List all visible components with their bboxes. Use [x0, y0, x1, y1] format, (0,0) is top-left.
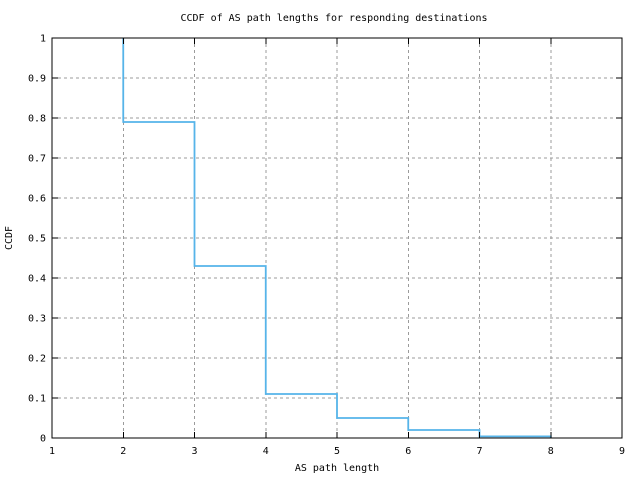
chart-title: CCDF of AS path lengths for responding d… [180, 13, 487, 24]
y-tick-label: 0.1 [28, 394, 46, 405]
plot-area: 1 2 3 4 5 6 7 8 9 0 0.1 0.2 0.3 0.4 0.5 0.6 0.7 0.8 0.9 1 [28, 34, 625, 458]
y-tick-label: 0.2 [28, 354, 46, 365]
x-tick-label: 5 [334, 446, 340, 457]
y-tick-label: 0.5 [28, 234, 46, 245]
y-tick-label: 0.4 [28, 274, 46, 285]
y-tick-label: 0 [40, 434, 46, 445]
y-tick-label: 0.3 [28, 314, 46, 325]
x-axis-label: AS path length [295, 463, 379, 474]
y-tick-label: 0.6 [28, 194, 46, 205]
y-tick-label: 1 [40, 34, 46, 45]
x-tick-label: 1 [49, 446, 55, 457]
x-tick-label: 8 [548, 446, 554, 457]
x-tick-label: 6 [405, 446, 411, 457]
x-tick-label: 2 [120, 446, 126, 457]
x-tick-label: 9 [619, 446, 625, 457]
x-tick-label: 3 [191, 446, 197, 457]
x-tick-label: 7 [476, 446, 482, 457]
x-tick-label: 4 [263, 446, 269, 457]
y-tick-label: 0.7 [28, 154, 46, 165]
y-tick-label: 0.8 [28, 114, 46, 125]
y-tick-label: 0.9 [28, 74, 46, 85]
y-axis-label: CCDF [4, 226, 15, 250]
